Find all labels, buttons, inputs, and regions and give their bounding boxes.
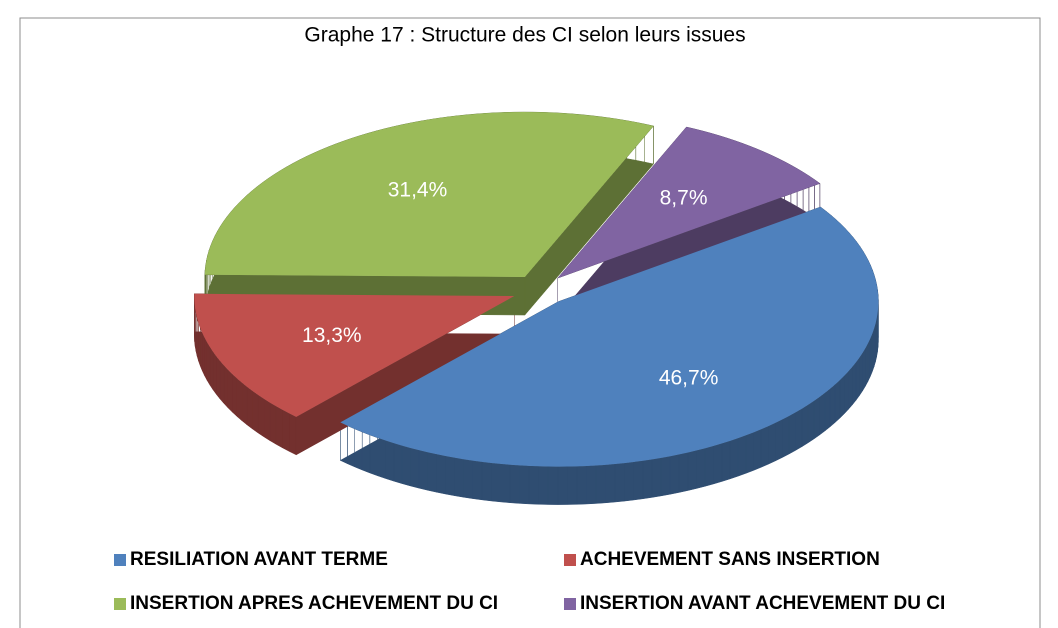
legend-swatch xyxy=(114,598,126,610)
chart-title: Graphe 17 : Structure des CI selon leurs… xyxy=(304,24,745,47)
legend-text: ACHEVEMENT SANS INSERTION xyxy=(580,549,880,570)
legend-text: RESILIATION AVANT TERME xyxy=(130,549,388,570)
slice xyxy=(557,127,820,279)
slice xyxy=(340,206,879,467)
slice-label: 46,7% xyxy=(659,366,719,389)
slice xyxy=(204,112,654,278)
legend-swatch xyxy=(114,554,126,566)
slice xyxy=(194,293,515,417)
slice-label: 8,7% xyxy=(660,187,708,210)
slice-label: 13,3% xyxy=(302,324,362,347)
legend-swatch xyxy=(564,598,576,610)
legend-text: INSERTION AVANT ACHEVEMENT DU CI xyxy=(580,593,945,614)
slice-label: 31,4% xyxy=(388,179,448,202)
legend-text: INSERTION APRES ACHEVEMENT DU CI xyxy=(130,593,498,614)
legend-swatch xyxy=(564,554,576,566)
slice-side xyxy=(194,293,515,456)
